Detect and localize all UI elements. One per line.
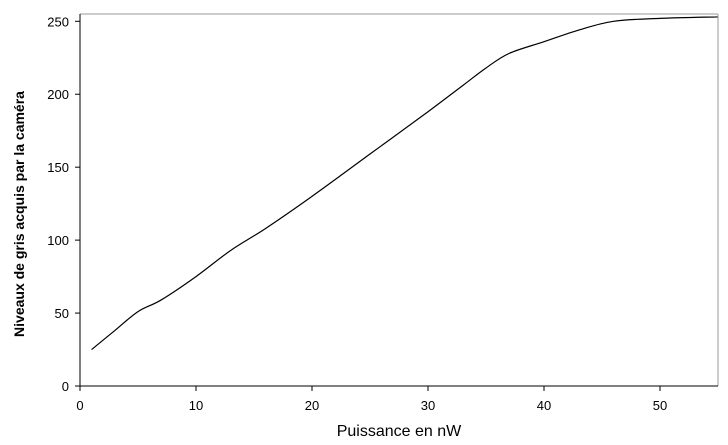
y-tick-label: 0 (62, 379, 69, 394)
y-tick-label: 250 (47, 14, 69, 29)
x-tick-label: 20 (305, 398, 319, 413)
x-tick-label: 0 (76, 398, 83, 413)
plot-area (91, 16, 719, 350)
series-line (91, 16, 719, 350)
y-axis-title: Niveaux de gris acquis par la caméra (11, 91, 27, 337)
x-tick-label: 40 (537, 398, 551, 413)
y-tick-label: 50 (55, 306, 69, 321)
y-tick-label: 100 (47, 233, 69, 248)
axes: 0 10 20 30 40 50 0 50 100 150 200 250 (47, 13, 719, 413)
x-tick-label: 50 (653, 398, 667, 413)
y-tick-label: 150 (47, 160, 69, 175)
y-tick-label: 200 (47, 87, 69, 102)
x-tick-label: 10 (189, 398, 203, 413)
x-axis-title: Puissance en nW (337, 423, 462, 440)
x-tick-label: 30 (421, 398, 435, 413)
